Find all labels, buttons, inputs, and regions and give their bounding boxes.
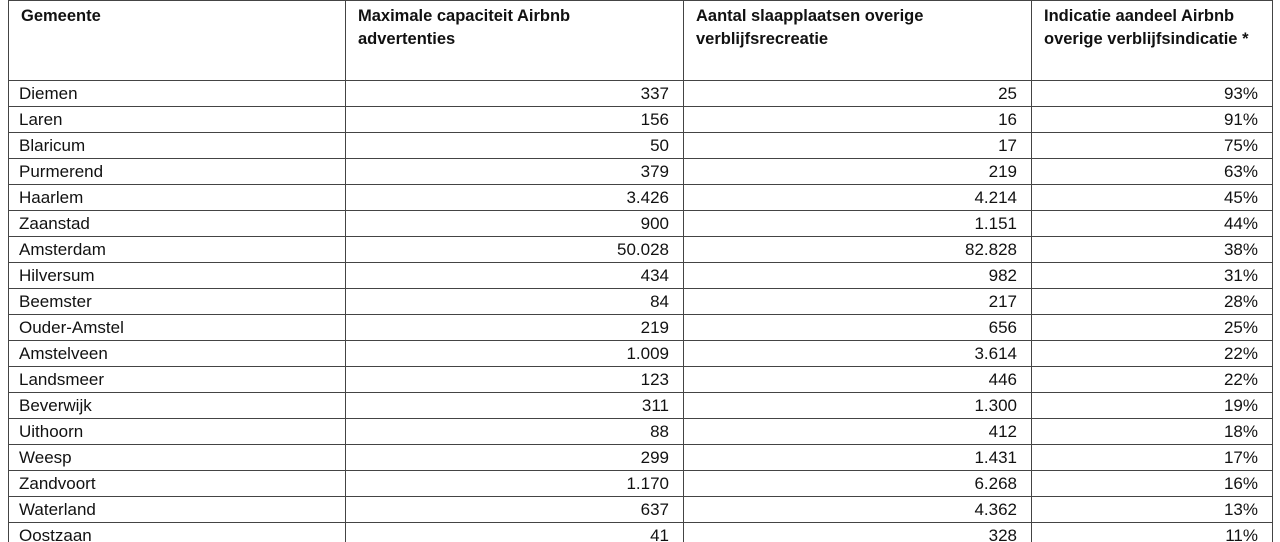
cell-gemeente: Waterland: [8, 496, 346, 523]
table-row: Ouder-Amstel 219 656 25%: [8, 314, 1273, 341]
table-row: Zaanstad 900 1.151 44%: [8, 210, 1273, 237]
cell-max-capacity-airbnb: 637: [345, 496, 684, 523]
table-row: Oostzaan 41 328 11%: [8, 522, 1273, 542]
cell-max-capacity-airbnb: 50: [345, 132, 684, 159]
cell-max-capacity-airbnb: 41: [345, 522, 684, 542]
header-row: Gemeente Maximale capaciteit Airbnb adve…: [8, 0, 1273, 81]
cell-max-capacity-airbnb: 299: [345, 444, 684, 471]
cell-max-capacity-airbnb: 1.170: [345, 470, 684, 497]
cell-gemeente: Purmerend: [8, 158, 346, 185]
table-row: Beverwijk 311 1.300 19%: [8, 392, 1273, 419]
cell-sleeping-places-other: 656: [683, 314, 1032, 341]
cell-sleeping-places-other: 982: [683, 262, 1032, 289]
table-row: Zandvoort 1.170 6.268 16%: [8, 470, 1273, 497]
cell-sleeping-places-other: 6.268: [683, 470, 1032, 497]
cell-max-capacity-airbnb: 3.426: [345, 184, 684, 211]
cell-sleeping-places-other: 25: [683, 80, 1032, 107]
cell-gemeente: Beemster: [8, 288, 346, 315]
cell-sleeping-places-other: 217: [683, 288, 1032, 315]
cell-gemeente: Diemen: [8, 80, 346, 107]
cell-gemeente: Amstelveen: [8, 340, 346, 367]
table-row: Weesp 299 1.431 17%: [8, 444, 1273, 471]
cell-gemeente: Beverwijk: [8, 392, 346, 419]
cell-airbnb-share: 16%: [1031, 470, 1273, 497]
cell-airbnb-share: 22%: [1031, 340, 1273, 367]
cell-airbnb-share: 18%: [1031, 418, 1273, 445]
header-airbnb-share-indication: Indicatie aandeel Airbnb overige verblij…: [1031, 0, 1273, 81]
cell-airbnb-share: 31%: [1031, 262, 1273, 289]
cell-max-capacity-airbnb: 1.009: [345, 340, 684, 367]
cell-airbnb-share: 93%: [1031, 80, 1273, 107]
cell-sleeping-places-other: 1.151: [683, 210, 1032, 237]
cell-airbnb-share: 22%: [1031, 366, 1273, 393]
cell-sleeping-places-other: 17: [683, 132, 1032, 159]
cell-airbnb-share: 75%: [1031, 132, 1273, 159]
cell-gemeente: Uithoorn: [8, 418, 346, 445]
table-header: Gemeente Maximale capaciteit Airbnb adve…: [8, 0, 1273, 81]
cell-sleeping-places-other: 4.214: [683, 184, 1032, 211]
table-row: Blaricum 50 17 75%: [8, 132, 1273, 159]
cell-max-capacity-airbnb: 219: [345, 314, 684, 341]
table-row: Diemen 337 25 93%: [8, 80, 1273, 107]
cell-max-capacity-airbnb: 84: [345, 288, 684, 315]
header-sleeping-places-other: Aantal slaapplaatsen overige verblijfsre…: [683, 0, 1032, 81]
cell-airbnb-share: 13%: [1031, 496, 1273, 523]
table-row: Waterland 637 4.362 13%: [8, 496, 1273, 523]
cell-airbnb-share: 25%: [1031, 314, 1273, 341]
cell-sleeping-places-other: 1.300: [683, 392, 1032, 419]
table-row: Uithoorn 88 412 18%: [8, 418, 1273, 445]
cell-sleeping-places-other: 1.431: [683, 444, 1032, 471]
cell-max-capacity-airbnb: 88: [345, 418, 684, 445]
cell-sleeping-places-other: 3.614: [683, 340, 1032, 367]
cell-airbnb-share: 17%: [1031, 444, 1273, 471]
header-max-capacity-airbnb: Maximale capaciteit Airbnb advertenties: [345, 0, 684, 81]
cell-max-capacity-airbnb: 379: [345, 158, 684, 185]
cell-max-capacity-airbnb: 156: [345, 106, 684, 133]
cell-sleeping-places-other: 219: [683, 158, 1032, 185]
cell-gemeente: Zandvoort: [8, 470, 346, 497]
cell-max-capacity-airbnb: 50.028: [345, 236, 684, 263]
cell-max-capacity-airbnb: 337: [345, 80, 684, 107]
cell-sleeping-places-other: 16: [683, 106, 1032, 133]
cell-sleeping-places-other: 82.828: [683, 236, 1032, 263]
cell-airbnb-share: 45%: [1031, 184, 1273, 211]
cell-gemeente: Landsmeer: [8, 366, 346, 393]
table-row: Hilversum 434 982 31%: [8, 262, 1273, 289]
table-row: Amsterdam 50.028 82.828 38%: [8, 236, 1273, 263]
table-row: Amstelveen 1.009 3.614 22%: [8, 340, 1273, 367]
cell-max-capacity-airbnb: 311: [345, 392, 684, 419]
cell-airbnb-share: 11%: [1031, 522, 1273, 542]
cell-gemeente: Ouder-Amstel: [8, 314, 346, 341]
cell-gemeente: Haarlem: [8, 184, 346, 211]
table-body: Diemen 337 25 93% Laren 156 16 91% Blaricum 50 17 7…: [8, 80, 1273, 542]
cell-airbnb-share: 91%: [1031, 106, 1273, 133]
cell-max-capacity-airbnb: 434: [345, 262, 684, 289]
table-row: Landsmeer 123 446 22%: [8, 366, 1273, 393]
cell-airbnb-share: 38%: [1031, 236, 1273, 263]
table-row: Purmerend 379 219 63%: [8, 158, 1273, 185]
cell-max-capacity-airbnb: 123: [345, 366, 684, 393]
cell-airbnb-share: 63%: [1031, 158, 1273, 185]
table-row: Haarlem 3.426 4.214 45%: [8, 184, 1273, 211]
cell-sleeping-places-other: 446: [683, 366, 1032, 393]
cell-airbnb-share: 28%: [1031, 288, 1273, 315]
cell-sleeping-places-other: 4.362: [683, 496, 1032, 523]
cell-gemeente: Zaanstad: [8, 210, 346, 237]
cell-max-capacity-airbnb: 900: [345, 210, 684, 237]
cell-gemeente: Laren: [8, 106, 346, 133]
cell-sleeping-places-other: 328: [683, 522, 1032, 542]
table-row: Laren 156 16 91%: [8, 106, 1273, 133]
cell-gemeente: Oostzaan: [8, 522, 346, 542]
cell-airbnb-share: 19%: [1031, 392, 1273, 419]
table-row: Beemster 84 217 28%: [8, 288, 1273, 315]
cell-sleeping-places-other: 412: [683, 418, 1032, 445]
cell-gemeente: Amsterdam: [8, 236, 346, 263]
airbnb-capacity-table: Gemeente Maximale capaciteit Airbnb adve…: [8, 0, 1273, 542]
cell-gemeente: Hilversum: [8, 262, 346, 289]
cell-gemeente: Blaricum: [8, 132, 346, 159]
cell-airbnb-share: 44%: [1031, 210, 1273, 237]
cell-gemeente: Weesp: [8, 444, 346, 471]
header-gemeente: Gemeente: [8, 0, 346, 81]
